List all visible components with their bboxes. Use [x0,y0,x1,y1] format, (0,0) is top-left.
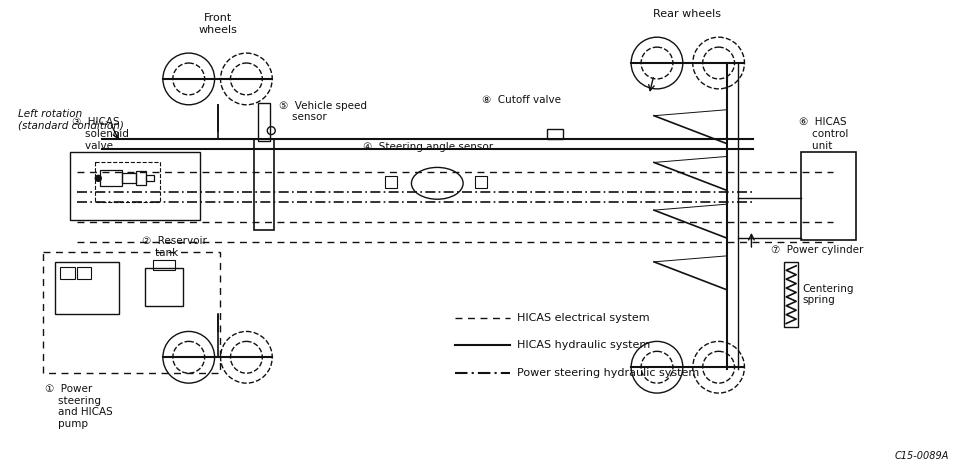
Bar [475,176,487,188]
Bar [784,262,799,328]
Text: ⑥  HICAS
    control
    unit: ⑥ HICAS control unit [800,117,849,151]
Bar [547,128,562,138]
Bar [146,175,154,182]
Text: ③  HICAS
    solenoid
    valve: ③ HICAS solenoid valve [73,117,130,151]
Circle shape [95,175,102,182]
Bar [136,172,146,185]
Bar [122,173,136,183]
Text: ⑧  Cutoff valve: ⑧ Cutoff valve [482,95,561,105]
Text: HICAS electrical system: HICAS electrical system [517,312,650,322]
Bar [255,138,274,230]
Text: Power steering hydraulic system: Power steering hydraulic system [517,368,699,378]
Bar [101,170,122,186]
Bar [802,153,856,240]
Text: ⑦  Power cylinder: ⑦ Power cylinder [771,245,863,255]
Text: Rear wheels: Rear wheels [652,9,721,19]
Bar [77,267,91,279]
Text: Front
wheels: Front wheels [198,13,237,35]
Text: Left rotation
(standard condition): Left rotation (standard condition) [17,109,124,130]
Text: Centering
spring: Centering spring [802,284,854,305]
Bar [54,262,119,313]
Bar [145,268,183,306]
Text: C15-0089A: C15-0089A [894,451,950,461]
Bar [153,260,175,270]
Bar [384,176,397,188]
Bar [95,163,160,202]
Text: ②  Reservoir
    tank: ② Reservoir tank [142,236,207,258]
Text: ⑤  Vehicle speed
    sensor: ⑤ Vehicle speed sensor [279,101,367,122]
Bar [71,153,199,220]
Bar [43,252,220,373]
Bar [59,267,76,279]
Text: ④  Steering angle sensor: ④ Steering angle sensor [363,143,493,153]
Bar [258,103,270,141]
Text: ①  Power
    steering
    and HICAS
    pump: ① Power steering and HICAS pump [45,384,112,429]
Text: HICAS hydraulic system: HICAS hydraulic system [517,340,650,350]
